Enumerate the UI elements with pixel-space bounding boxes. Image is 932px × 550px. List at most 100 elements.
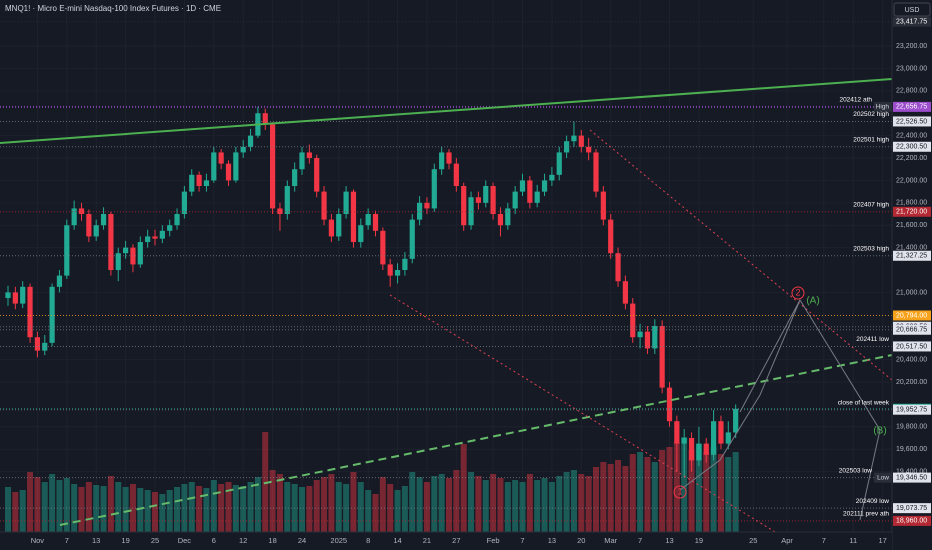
volume-bar <box>659 450 666 532</box>
volume-bar <box>548 482 555 532</box>
volume-bar <box>247 482 254 532</box>
y-tick-label: 23,200.00 <box>896 43 927 50</box>
x-tick-label: 2025 <box>330 536 347 545</box>
volume-bar <box>159 494 166 532</box>
candle-body <box>27 286 33 338</box>
candle-body <box>505 208 511 226</box>
price-badge <box>893 324 931 335</box>
level-name: 202407 high <box>853 201 889 208</box>
projection <box>679 299 801 491</box>
candle-body <box>189 174 195 192</box>
candle-body <box>372 214 379 231</box>
volume-bar <box>107 476 114 532</box>
candle-body <box>108 214 114 271</box>
volume-bar <box>534 480 541 532</box>
volume-bar <box>5 487 11 532</box>
candle-body <box>578 135 584 147</box>
candle-body <box>12 292 18 304</box>
candle-body <box>512 191 518 209</box>
volume-bar <box>19 490 26 532</box>
volume-bar <box>695 444 702 532</box>
level-name: 202503 high <box>853 245 889 252</box>
volume-bar <box>34 477 41 532</box>
price-badge-label: 21,720.00 <box>896 209 927 216</box>
candle-body <box>549 174 555 181</box>
price-badge-label: 19,952.75 <box>896 407 927 414</box>
volume-bar <box>78 487 85 532</box>
candle-body <box>519 180 526 192</box>
x-tick-label: 21 <box>423 536 431 545</box>
x-tick-label: 27 <box>452 536 460 545</box>
volume-bar <box>519 482 526 532</box>
chart-title: MNQ1! · Micro E-mini Nasdaq-100 Index Fu… <box>5 4 221 13</box>
volume-bar <box>570 470 577 532</box>
candle-body <box>137 242 143 265</box>
y-tick-label: 21,400.00 <box>896 244 927 251</box>
level-name: 202501 high <box>853 136 889 143</box>
currency-box <box>893 2 931 17</box>
volume-bar <box>41 482 48 532</box>
candle-body <box>409 219 415 259</box>
wave-label: (B) <box>873 426 886 437</box>
candle-body <box>622 281 628 304</box>
candle-body <box>240 146 246 153</box>
volume-bar <box>85 482 92 532</box>
candle-body <box>71 208 77 226</box>
candle-body <box>483 186 489 203</box>
volume-bar <box>144 490 151 532</box>
tag-badge <box>874 101 892 112</box>
volume-bar <box>512 480 519 532</box>
volume-bar <box>225 482 232 532</box>
candle-body <box>123 247 129 254</box>
volume-bar <box>563 472 570 532</box>
volume-bar <box>56 480 63 532</box>
volume-bar <box>63 478 70 532</box>
volume-bar <box>240 486 247 532</box>
candle-body <box>277 208 283 215</box>
candle-body <box>497 214 504 226</box>
y-tick-label: 21,000.00 <box>896 289 927 296</box>
level-name: 202409 low <box>856 498 890 505</box>
candle-body <box>446 152 452 164</box>
currency: USD <box>905 7 920 14</box>
candle-body <box>365 214 371 226</box>
projection <box>739 298 881 521</box>
volume-bar <box>607 464 614 532</box>
volume-bar <box>196 486 203 532</box>
candle-body <box>262 113 268 125</box>
volume-bar <box>12 492 19 532</box>
candle-body <box>564 141 570 153</box>
candle-body <box>461 186 467 226</box>
candle-body <box>292 169 298 187</box>
candle-body <box>556 152 562 175</box>
candle-body <box>270 124 276 209</box>
volume-bar <box>232 485 239 532</box>
candle-body <box>674 421 680 444</box>
candle-body <box>20 286 26 304</box>
channel-line <box>389 294 781 536</box>
candle-body <box>350 191 357 243</box>
volume-bar <box>321 477 328 532</box>
volume-bar <box>269 470 276 532</box>
y-tick-label: 21,800.00 <box>896 200 927 207</box>
candle-body <box>424 202 430 209</box>
candle-body <box>5 292 11 299</box>
x-tick-label: Apr <box>781 536 793 545</box>
volume-bar <box>409 472 416 532</box>
volume-bar <box>593 467 599 532</box>
volume-bar <box>181 484 188 532</box>
volume-bar <box>423 482 430 532</box>
price-badge <box>893 515 931 526</box>
x-tick-label: Feb <box>487 536 500 545</box>
candle-body <box>453 163 459 187</box>
candle-body <box>571 135 577 142</box>
plot <box>0 21 892 532</box>
candle-body <box>688 438 695 461</box>
volume-bar <box>27 472 34 532</box>
x-tick-label: 19 <box>695 536 703 545</box>
candle-body <box>475 197 481 203</box>
volume-bar <box>497 478 504 532</box>
x-tick-label: 19 <box>121 536 129 545</box>
volume-bar <box>651 462 658 532</box>
candle-body <box>681 438 687 444</box>
